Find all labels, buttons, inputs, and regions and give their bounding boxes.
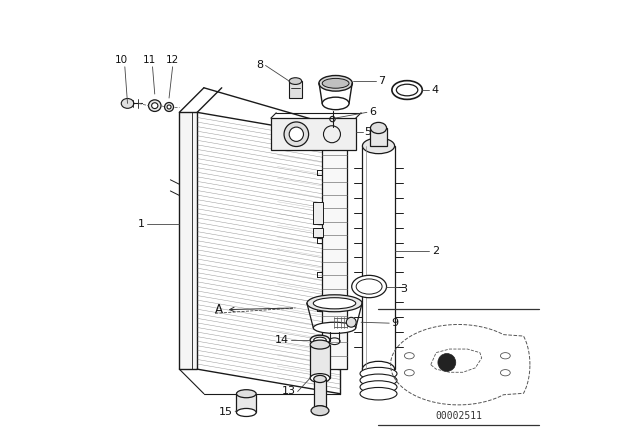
Bar <box>289 81 301 98</box>
Text: 00002511: 00002511 <box>435 410 482 421</box>
Bar <box>237 394 256 413</box>
Text: 1: 1 <box>138 219 145 229</box>
Ellipse shape <box>352 276 387 297</box>
Ellipse shape <box>310 335 330 345</box>
Circle shape <box>438 353 456 371</box>
Ellipse shape <box>322 78 349 88</box>
Ellipse shape <box>289 78 301 84</box>
Text: 7: 7 <box>378 76 385 86</box>
Ellipse shape <box>392 81 422 99</box>
Text: 11: 11 <box>143 55 156 65</box>
Bar <box>314 379 326 409</box>
Bar <box>322 146 347 369</box>
Text: A: A <box>215 303 292 316</box>
Ellipse shape <box>307 295 362 312</box>
Ellipse shape <box>356 279 382 294</box>
Ellipse shape <box>360 367 397 380</box>
Text: 14: 14 <box>275 335 289 345</box>
Text: 3: 3 <box>401 284 408 294</box>
Ellipse shape <box>289 127 303 142</box>
Text: 10: 10 <box>115 55 128 65</box>
Text: 4: 4 <box>431 85 439 95</box>
Ellipse shape <box>322 97 349 110</box>
Text: 2: 2 <box>431 246 439 256</box>
Bar <box>271 118 356 151</box>
Ellipse shape <box>314 337 326 343</box>
Text: 6: 6 <box>369 108 376 117</box>
Ellipse shape <box>362 138 395 154</box>
Ellipse shape <box>319 76 353 91</box>
Ellipse shape <box>346 317 356 327</box>
Bar <box>179 112 197 369</box>
Ellipse shape <box>362 362 395 377</box>
Text: 9: 9 <box>392 318 399 328</box>
Ellipse shape <box>360 381 397 393</box>
Ellipse shape <box>284 122 308 146</box>
Bar <box>310 345 330 378</box>
Ellipse shape <box>311 406 329 416</box>
Ellipse shape <box>164 103 173 112</box>
Bar <box>371 128 387 146</box>
Ellipse shape <box>121 99 134 108</box>
Bar <box>362 146 395 369</box>
Text: 8: 8 <box>256 60 263 70</box>
Ellipse shape <box>360 388 397 400</box>
Ellipse shape <box>371 122 387 134</box>
Bar <box>314 202 323 224</box>
Ellipse shape <box>314 297 356 309</box>
Text: 12: 12 <box>166 55 179 65</box>
Ellipse shape <box>310 374 330 383</box>
Ellipse shape <box>314 375 326 383</box>
Ellipse shape <box>152 103 158 108</box>
Text: 13: 13 <box>282 387 296 396</box>
Bar <box>314 228 323 237</box>
Ellipse shape <box>237 409 256 417</box>
Ellipse shape <box>148 100 161 112</box>
Ellipse shape <box>396 84 418 96</box>
Ellipse shape <box>167 105 171 109</box>
Text: 15: 15 <box>219 407 233 417</box>
Ellipse shape <box>237 390 256 398</box>
Ellipse shape <box>360 374 397 387</box>
Text: 5: 5 <box>365 127 372 138</box>
Ellipse shape <box>314 322 356 333</box>
Ellipse shape <box>310 340 330 349</box>
